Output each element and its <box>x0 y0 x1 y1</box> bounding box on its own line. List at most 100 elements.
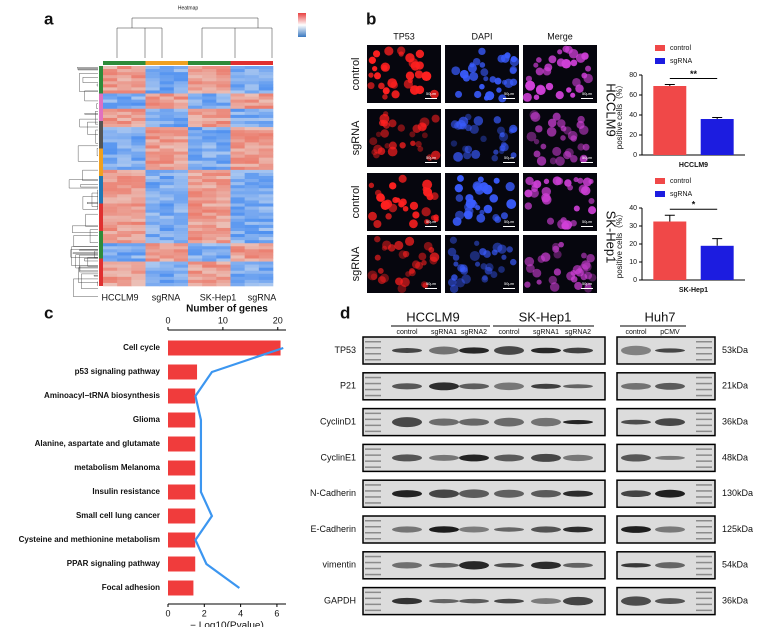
heatmap-cell <box>202 105 217 110</box>
ladder-band <box>696 418 712 421</box>
heatmap-cell <box>145 227 160 232</box>
heatmap-cell <box>131 75 146 79</box>
heatmap-cell <box>258 157 274 162</box>
heatmap-cell <box>131 148 146 152</box>
cell <box>570 92 576 98</box>
cell <box>384 46 394 56</box>
cell <box>388 203 398 213</box>
heatmap-cell <box>173 221 189 226</box>
heatmap-cell <box>117 227 132 232</box>
bar <box>168 556 196 572</box>
heatmap-cell <box>103 249 118 253</box>
significance: ** <box>690 69 698 79</box>
dendrogram <box>73 235 98 247</box>
heatmap-cell <box>173 108 189 113</box>
ladder-band <box>365 502 381 504</box>
band <box>655 418 685 426</box>
cell <box>388 141 397 150</box>
heatmap-cell <box>131 270 146 275</box>
heatmap-cell <box>202 136 217 140</box>
cell <box>397 284 407 293</box>
band <box>429 489 459 498</box>
cell <box>453 261 459 267</box>
group-bar <box>188 61 231 65</box>
size-label: 130kDa <box>722 488 753 498</box>
heatmap-cell <box>117 90 132 94</box>
scale-label: 50μm <box>426 281 437 286</box>
heatmap-cell <box>230 234 245 238</box>
heatmap-cell <box>188 231 203 235</box>
heatmap-cell <box>188 182 203 186</box>
heatmap-cell <box>159 96 175 100</box>
cell <box>533 138 540 145</box>
dendrogram <box>72 225 98 233</box>
heatmap-cell <box>244 276 260 281</box>
heatmap-cell <box>131 231 146 235</box>
dendrogram <box>72 252 98 254</box>
heatmap-cell <box>230 261 245 265</box>
cell <box>462 145 469 153</box>
heatmap-cell <box>216 194 231 198</box>
band <box>563 596 593 606</box>
cell <box>552 245 560 253</box>
heatmap-cell <box>117 246 132 250</box>
dendrogram <box>82 169 98 181</box>
heatmap-cell <box>230 142 245 146</box>
heatmap-cell <box>216 84 231 88</box>
cell <box>450 140 458 147</box>
heatmap-cell <box>244 282 260 287</box>
cell <box>426 193 434 201</box>
band <box>459 383 489 390</box>
cell <box>478 47 486 56</box>
cell <box>450 120 459 129</box>
heatmap-cell <box>230 117 245 122</box>
heatmap-cell <box>131 203 146 207</box>
heatmap-cell <box>230 252 245 256</box>
heatmap-cell <box>216 154 231 158</box>
heatmap-cell <box>202 163 217 168</box>
heatmap-cell <box>145 93 160 97</box>
heatmap-cell <box>230 66 245 70</box>
cell <box>482 184 493 195</box>
heatmap-cell <box>244 279 260 284</box>
heatmap-cell <box>216 69 231 73</box>
heatmap-cell <box>244 160 260 165</box>
heatmap-cell <box>230 151 245 155</box>
cell <box>501 254 507 260</box>
cell <box>510 55 517 63</box>
heatmap-cell <box>103 227 118 232</box>
protein-label: N-Cadherin <box>310 488 356 498</box>
heatmap-cell <box>258 163 274 168</box>
cell <box>491 154 499 162</box>
heatmap-cell <box>145 105 160 110</box>
heatmap-cell <box>145 114 160 119</box>
heatmap-cell <box>202 75 217 79</box>
heatmap-cell <box>173 157 189 162</box>
heatmap-cell <box>131 188 146 192</box>
heatmap-cell <box>131 200 146 204</box>
heatmap-cell <box>188 264 203 268</box>
cell <box>474 240 480 246</box>
heatmap-cell <box>173 212 189 217</box>
ladder-band <box>365 412 381 415</box>
heatmap-cell <box>145 224 160 229</box>
category-label: metabolism Melanoma <box>74 463 160 472</box>
heatmap-cell <box>145 166 160 171</box>
heatmap-cell <box>159 99 175 103</box>
ladder-band <box>696 597 712 600</box>
category-label: PPAR signaling pathway <box>67 559 161 568</box>
heatmap-cell <box>117 160 132 165</box>
band <box>655 562 685 569</box>
heatmap-cell <box>258 108 274 113</box>
heatmap-cell <box>159 133 175 137</box>
heatmap-cell <box>145 169 160 174</box>
cell <box>398 201 405 208</box>
band <box>563 526 593 533</box>
heatmap-cell <box>173 127 189 131</box>
heatmap-cell <box>188 90 203 94</box>
lane-label: control <box>396 329 417 336</box>
heatmap-cell <box>117 258 132 262</box>
cell <box>399 142 406 149</box>
heatmap-cell <box>103 255 118 259</box>
